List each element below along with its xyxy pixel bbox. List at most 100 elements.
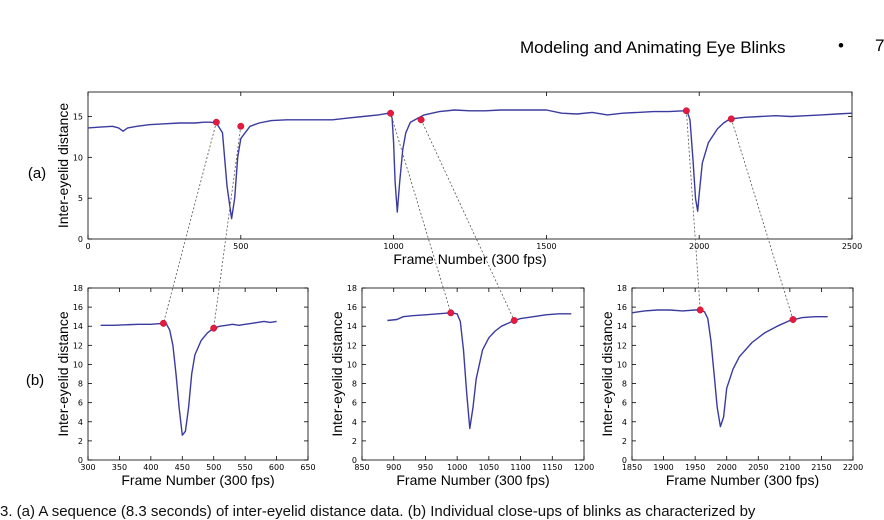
y-tick-label: 8 — [78, 380, 83, 389]
plot-frame — [361, 287, 585, 461]
plot-frame — [87, 287, 309, 461]
series-line — [387, 312, 572, 430]
y-tick-label: 2 — [78, 437, 83, 446]
x-tick-label: 2200 — [843, 463, 863, 472]
chart-b3: 1850 1900 1950 2000 2050 2100 2150 2200 0 2 4 6 8 10 1… — [599, 284, 863, 488]
x-tick-label: 1000 — [447, 463, 467, 472]
y-tick-label: 8 — [352, 380, 357, 389]
x-tick-label: 2100 — [780, 463, 800, 472]
y-tick-label: 0 — [352, 456, 357, 465]
x-tick-label: 550 — [238, 463, 253, 472]
x-tick-label: 2050 — [748, 463, 768, 472]
y-tick-label: 16 — [617, 303, 627, 312]
x-axis-label: Frame Number (300 fps) — [121, 472, 274, 488]
x-tick-label: 1000 — [383, 242, 403, 251]
blink-marker — [387, 109, 394, 117]
y-tick-label: 4 — [352, 418, 357, 427]
y-tick-label: 0 — [78, 235, 83, 244]
connector-line — [730, 118, 794, 320]
connector-line — [390, 113, 452, 313]
series-line — [631, 309, 828, 428]
y-tick-label: 10 — [73, 153, 83, 162]
x-axis-label: Frame Number (300 fps) — [666, 472, 819, 488]
y-tick-label: 18 — [347, 284, 357, 293]
y-tick-label: 14 — [617, 322, 627, 331]
page-number: 7 — [875, 36, 884, 55]
blink-marker — [682, 107, 690, 115]
y-tick-label: 0 — [622, 456, 627, 465]
y-tick-label: 4 — [622, 418, 627, 427]
series-line — [100, 320, 277, 436]
panel-label: (b) — [26, 372, 44, 389]
x-tick-label: 850 — [354, 463, 369, 472]
blink-marker — [417, 116, 425, 124]
x-tick-label: 1850 — [622, 463, 642, 472]
y-tick-label: 10 — [347, 360, 357, 369]
y-tick-label: 18 — [73, 284, 83, 293]
x-tick-label: 1200 — [574, 463, 594, 472]
blink-marker — [210, 324, 218, 332]
x-tick-label: 1100 — [510, 463, 530, 472]
connector-line — [420, 119, 515, 321]
y-tick-label: 16 — [347, 303, 357, 312]
y-axis-label: Inter-eyelid distance — [55, 311, 71, 437]
x-tick-label: 350 — [112, 463, 127, 472]
x-tick-label: 300 — [80, 463, 95, 472]
x-tick-label: 600 — [269, 463, 284, 472]
y-tick-label: 4 — [78, 418, 83, 427]
y-tick-label: 14 — [347, 322, 357, 331]
blink-marker — [447, 309, 455, 317]
x-tick-label: 1950 — [685, 463, 705, 472]
y-tick-label: 12 — [347, 341, 357, 350]
x-tick-label: 400 — [143, 463, 158, 472]
x-tick-label: 900 — [386, 463, 401, 472]
chart-a: 0 500 1000 1500 2000 2500 0 5 10 15 Frame Number (… — [28, 91, 862, 267]
y-axis-label: Inter-eyelid distance — [55, 103, 71, 229]
y-tick-label: 18 — [617, 284, 627, 293]
x-tick-label: 0 — [85, 242, 90, 251]
blink-marker — [510, 317, 518, 324]
y-tick-label: 8 — [622, 380, 627, 389]
blink-marker — [159, 319, 167, 327]
x-tick-label: 2000 — [689, 242, 709, 251]
chart-b2: 850 900 950 1000 1050 1100 1150 1200 0 2 4 6 8 10 12 14… — [329, 284, 594, 488]
y-tick-label: 15 — [73, 113, 83, 122]
y-tick-label: 0 — [78, 456, 83, 465]
y-axis-label: Inter-eyelid distance — [329, 311, 345, 437]
y-tick-label: 2 — [622, 437, 627, 446]
x-tick-label: 1900 — [653, 463, 673, 472]
y-tick-label: 10 — [617, 360, 627, 369]
y-tick-label: 16 — [73, 303, 83, 312]
y-axis-label: Inter-eyelid distance — [599, 311, 615, 437]
y-tick-label: 6 — [352, 399, 357, 408]
y-tick-label: 12 — [73, 341, 83, 350]
y-tick-label: 2 — [352, 437, 357, 446]
header-bullet: • — [838, 36, 844, 55]
x-tick-label: 500 — [233, 242, 248, 251]
chart-b1: 300 350 400 450 500 550 600 650 0 2 4 6 8 10 12 14 16 18 F… — [26, 284, 316, 488]
x-tick-label: 1050 — [479, 463, 499, 472]
x-tick-label: 450 — [175, 463, 190, 472]
blink-marker — [212, 118, 220, 126]
running-title: Modeling and Animating Eye Blinks — [520, 38, 786, 57]
y-tick-label: 5 — [78, 194, 83, 203]
connector-lines — [163, 110, 794, 329]
blink-marker — [237, 122, 245, 130]
x-axis-label: Frame Number (300 fps) — [393, 251, 546, 267]
y-tick-label: 14 — [73, 322, 83, 331]
y-tick-label: 6 — [622, 399, 627, 408]
plot-frame — [631, 287, 854, 461]
connector-line — [213, 126, 242, 329]
x-axis-label: Frame Number (300 fps) — [396, 472, 549, 488]
connector-line — [163, 122, 217, 324]
x-tick-label: 950 — [418, 463, 433, 472]
panel-label: (a) — [28, 165, 46, 182]
x-tick-label: 2000 — [717, 463, 737, 472]
y-tick-label: 10 — [73, 360, 83, 369]
x-tick-label: 650 — [300, 463, 315, 472]
x-tick-label: 2150 — [811, 463, 831, 472]
x-tick-label: 500 — [206, 463, 221, 472]
x-tick-label: 1500 — [536, 242, 556, 251]
blink-marker — [789, 316, 797, 323]
